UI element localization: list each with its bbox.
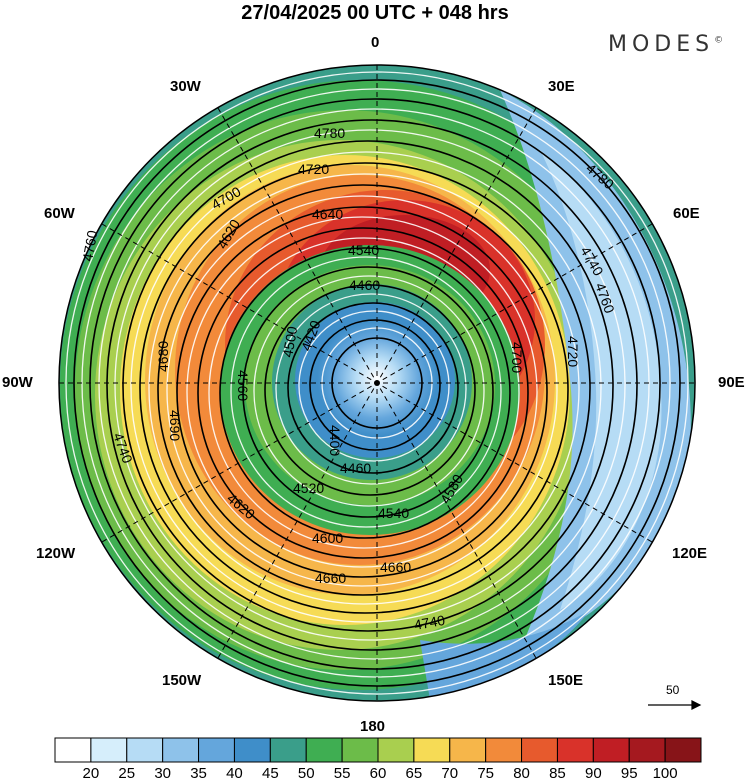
colorbar-swatch [413,737,451,763]
colorbar-tick-label: 45 [261,765,279,782]
colorbar-swatch [592,737,630,763]
lon-label-150e: 150E [548,672,584,689]
colorbar-tick-label: 50 [297,765,315,782]
contour-label: 4780 [314,125,345,141]
lon-label-120e: 120E [672,545,708,562]
colorbar-tick-label: 80 [513,765,530,782]
contour-label: 4760 [79,229,100,263]
colorbar-tick-label: 20 [82,765,100,782]
colorbar-tick-label: 70 [441,765,459,782]
colorbar-tick-label: 25 [118,765,136,782]
colorbar-tick-label: 100 [652,765,678,782]
lon-label-60e: 60E [673,205,700,222]
brand-logo: MODES© [608,32,723,57]
colorbar-swatch [521,737,558,763]
colorbar-tick-label: 85 [549,765,566,782]
colorbar-swatch [628,737,666,763]
colorbar [54,737,702,763]
contour-label: 4540 [348,242,379,258]
contour-label: 4640 [312,206,343,222]
lon-label-60w: 60W [44,205,75,222]
brand-mark: © [714,35,724,46]
colorbar-swatch [556,737,594,763]
lon-label-150w: 150W [162,672,202,689]
colorbar-swatch [341,737,379,763]
contour-label: 4460 [349,277,380,293]
lon-label-0: 0 [371,34,380,51]
chart-title: 27/04/2025 00 UTC + 048 hrs [241,2,509,24]
colorbar-tick-label: 90 [584,765,602,782]
colorbar-tick-label: 60 [369,765,387,782]
colorbar-swatch [305,737,343,763]
colorbar-tick-label: 65 [405,765,423,782]
colorbar-tick-label: 95 [620,765,638,782]
colorbar-tick-label: 35 [190,765,207,782]
colorbar-swatch [269,737,307,763]
lon-label-120w: 120W [36,545,76,562]
contour-label: 4540 [378,505,409,521]
colorbar-swatch [449,737,487,763]
colorbar-swatch [54,737,92,763]
lon-label-180: 180 [360,718,386,735]
contour-label: 4700 [509,342,525,373]
colorbar-tick-label: 55 [333,765,351,782]
colorbar-tick-label: 30 [154,765,171,782]
map-boundary [58,64,696,702]
contour-label: 4500 [279,325,300,359]
brand-name: MODES [608,32,715,57]
contour-label: 4560 [235,370,251,401]
lon-label-30e: 30E [548,78,575,95]
contour-label: 4660 [380,559,411,575]
wind-vectors [65,71,689,695]
contour-label: 4520 [293,480,324,496]
colorbar-swatch [162,737,200,763]
lon-label-30w: 30W [170,78,201,95]
lon-label-90w: 90W [2,374,33,391]
contour-label: 4460 [340,460,371,476]
colorbar-tick-label: 75 [477,765,494,782]
colorbar-swatch [664,737,702,763]
contour-label: 4740 [413,612,447,633]
pole-marker [374,380,380,386]
contour-label: 4600 [312,530,343,546]
contour-label: 4680 [155,341,171,372]
reference-vector-label: 50 [666,683,680,697]
contour-labels: 4780 4720 4640 4700 4540 4460 4420 4400 … [79,125,618,633]
colorbar-tick-label: 40 [226,765,243,782]
contour-label: 4690 [167,410,183,441]
colorbar-swatch [90,737,128,763]
colorbar-swatch [198,737,235,763]
lon-label-90e: 90E [718,374,745,391]
colorbar-swatch [126,737,164,763]
contour-label: 4720 [565,336,581,367]
contour-label: 4720 [298,161,329,177]
colorbar-swatch [377,737,415,763]
contour-label: 4660 [315,570,346,586]
colorbar-swatch [485,737,523,763]
contour-label: 4400 [327,425,343,456]
reference-vector-arrow [648,700,702,710]
colorbar-swatch [233,737,271,763]
